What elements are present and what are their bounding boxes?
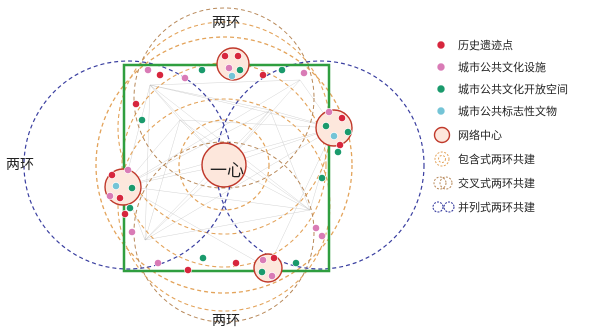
big-orange-ring bbox=[95, 36, 353, 294]
public-facility-dot bbox=[124, 166, 132, 174]
cyan-dot-icon bbox=[436, 106, 446, 116]
connection-line bbox=[123, 185, 311, 211]
public-facility-dot bbox=[300, 69, 308, 77]
historic-site-dot bbox=[156, 71, 164, 79]
public-space-dot bbox=[126, 204, 134, 212]
bottom-ring-label: 两环 bbox=[212, 313, 240, 329]
landmark-dot bbox=[330, 132, 338, 140]
connection-line bbox=[149, 84, 335, 129]
right-network-node bbox=[315, 109, 353, 147]
connection-line bbox=[144, 209, 311, 241]
public-space-dot bbox=[128, 184, 136, 192]
historic-site-dot bbox=[259, 71, 267, 79]
legend-label: 历史遗迹点 bbox=[458, 39, 513, 52]
red-dot-icon bbox=[436, 40, 446, 50]
crossing-rings-icon bbox=[433, 176, 453, 190]
historic-site-dot bbox=[116, 194, 124, 202]
public-space-dot bbox=[138, 116, 146, 124]
public-space-dot bbox=[258, 268, 266, 276]
historic-site-dot bbox=[121, 210, 129, 218]
pink-dot-icon bbox=[436, 62, 446, 72]
historic-site-dot bbox=[336, 141, 344, 149]
connection-line bbox=[123, 79, 301, 187]
legend-label: 网络中心 bbox=[458, 129, 502, 142]
landmark-dot bbox=[112, 182, 120, 190]
connection-line bbox=[179, 119, 335, 129]
connection-line bbox=[149, 84, 271, 111]
green-dot-icon bbox=[436, 84, 446, 94]
connection-line bbox=[144, 119, 181, 241]
public-space-dot bbox=[318, 174, 326, 182]
public-space-dot bbox=[199, 254, 207, 262]
public-facility-dot bbox=[106, 192, 114, 200]
top-cross-ring bbox=[133, 7, 315, 189]
public-facility-dot bbox=[181, 74, 189, 82]
right-blue-ring bbox=[215, 60, 425, 270]
center-orange-ring bbox=[178, 119, 270, 211]
top-ring-label: 两环 bbox=[212, 15, 240, 31]
legend-item-cross: 交叉式两环共建 bbox=[432, 174, 535, 192]
connection-line bbox=[123, 109, 271, 187]
legend-item-inclusive: 包含式两环共建 bbox=[432, 150, 535, 168]
public-space-dot bbox=[344, 128, 352, 136]
connection-line bbox=[149, 84, 181, 121]
historic-site-dot bbox=[232, 259, 240, 267]
historic-site-dot bbox=[221, 52, 229, 60]
historic-site-dot bbox=[234, 52, 242, 60]
legend-label: 包含式两环共建 bbox=[458, 153, 535, 166]
public-facility-dot bbox=[128, 228, 136, 236]
public-space-dot bbox=[334, 148, 342, 156]
historic-site-dot bbox=[270, 254, 278, 262]
historic-site-dot bbox=[132, 100, 140, 108]
public-space-dot bbox=[322, 122, 330, 130]
historic-site-dot bbox=[108, 171, 116, 179]
public-facility-dot bbox=[325, 108, 333, 116]
public-facility-dot bbox=[268, 272, 276, 280]
public-facility-dot bbox=[312, 224, 320, 232]
legend-item-historic: 历史遗迹点 bbox=[432, 36, 513, 54]
legend-label: 城市公共文化设施 bbox=[458, 61, 546, 74]
historic-site-dot bbox=[184, 266, 192, 274]
public-facility-dot bbox=[154, 259, 162, 267]
public-space-dot bbox=[278, 66, 286, 74]
connection-line bbox=[267, 127, 335, 269]
concentric-rings-icon bbox=[434, 151, 450, 167]
public-facility-dot bbox=[144, 66, 152, 74]
public-space-dot bbox=[198, 66, 206, 74]
left-ring-label: 两环 bbox=[6, 157, 34, 173]
legend-item-public-space: 城市公共文化开放空间 bbox=[432, 80, 568, 98]
legend-label: 城市公共文化开放空间 bbox=[458, 83, 568, 96]
public-facility-dot bbox=[225, 64, 233, 72]
legend-label: 并列式两环共建 bbox=[458, 201, 535, 214]
connection-line bbox=[149, 79, 301, 86]
connection-line bbox=[144, 127, 335, 241]
center-network-node bbox=[201, 142, 247, 188]
legend-item-network-center: 网络中心 bbox=[432, 126, 502, 144]
public-space-dot bbox=[292, 259, 300, 267]
culture-points bbox=[106, 52, 352, 280]
legend-label: 城市公共标志性文物 bbox=[458, 105, 557, 118]
parallel-rings-icon bbox=[432, 201, 455, 213]
lower-orange-ring bbox=[117, 98, 331, 312]
historic-site-dot bbox=[338, 114, 346, 122]
public-facility-dot bbox=[318, 232, 326, 240]
network-center-icon bbox=[433, 126, 451, 144]
center-label: 一心 bbox=[210, 161, 244, 181]
connection-line bbox=[123, 185, 269, 269]
legend-label: 交叉式两环共建 bbox=[458, 177, 535, 190]
legend-item-landmark: 城市公共标志性文物 bbox=[432, 102, 557, 120]
legend-item-parallel: 并列式两环共建 bbox=[432, 198, 535, 216]
public-space-dot bbox=[236, 66, 244, 74]
landmark-dot bbox=[228, 72, 236, 80]
legend-item-public-facility: 城市公共文化设施 bbox=[432, 58, 546, 76]
connection-line bbox=[269, 109, 311, 211]
public-facility-dot bbox=[259, 256, 267, 264]
connection-line bbox=[144, 84, 151, 241]
